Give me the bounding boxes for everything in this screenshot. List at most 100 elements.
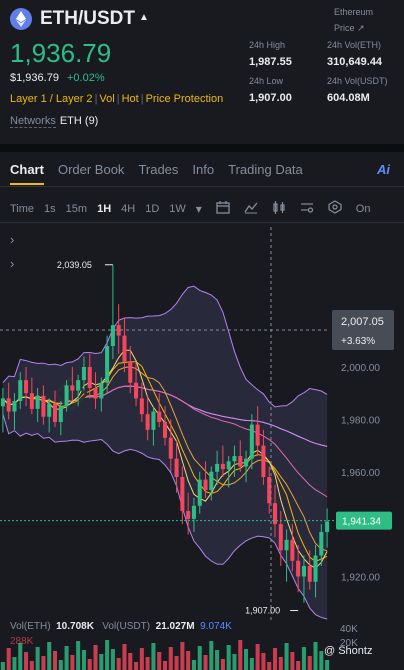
indicator-icon[interactable] <box>244 201 258 217</box>
interval-1s[interactable]: 1s <box>44 202 56 215</box>
interval-4h[interactable]: 4H <box>121 202 136 215</box>
interval-time[interactable]: Time <box>10 202 35 215</box>
volume-bar <box>122 644 127 670</box>
tab-info[interactable]: Info <box>192 162 215 177</box>
tag-hot[interactable]: Hot <box>121 93 139 105</box>
tab-chart[interactable]: Chart <box>10 162 44 185</box>
stat-vol-quote-label: 24h Vol(USDT) <box>327 76 388 86</box>
volume-bar <box>47 642 52 670</box>
volume-bar <box>76 641 81 670</box>
price-axis: 2,020.002,000.001,980.001,960.001,940.00… <box>341 311 380 584</box>
tag-layer[interactable]: Layer 1 / Layer 2 <box>10 93 93 105</box>
stat-low-label: 24h Low <box>249 76 284 86</box>
volume-bar <box>307 656 312 670</box>
volume-bar <box>215 650 220 670</box>
volume-bar <box>139 648 144 670</box>
interval-1w[interactable]: 1W <box>169 202 186 215</box>
candle-body <box>6 398 11 412</box>
stat-high-value: 1,987.55 <box>249 56 292 68</box>
volume-bar <box>12 657 17 670</box>
candle-body <box>139 398 144 415</box>
candle-body <box>203 479 208 491</box>
volume-bar <box>278 657 283 670</box>
candle-body <box>255 424 260 446</box>
tab-order-book[interactable]: Order Book <box>57 162 125 177</box>
volume-bar <box>290 652 295 670</box>
volume-bar <box>296 661 301 670</box>
volume-bar <box>249 658 254 670</box>
vol-quote-value: 21.027M <box>155 621 195 632</box>
candle-body <box>174 458 179 477</box>
volume-bar <box>325 660 330 670</box>
tag-vol[interactable]: Vol <box>99 93 115 105</box>
tab-trades[interactable]: Trades <box>138 162 179 177</box>
toolbar-divider <box>0 222 404 223</box>
interval-1h[interactable]: 1H <box>97 202 112 215</box>
interval-toolbar: Time 1s 15m 1H 4H 1D 1W ▾ On <box>10 200 380 217</box>
volume-bar <box>93 645 98 670</box>
price-chart[interactable]: 2,020.002,000.001,980.001,960.001,940.00… <box>0 223 404 621</box>
networks-row[interactable]: Networks ETH (9) <box>10 115 98 128</box>
candle-body <box>64 385 69 407</box>
tag-price-protection[interactable]: Price Protection <box>145 93 224 105</box>
candle-body <box>87 367 92 388</box>
crosshair-price-box <box>332 310 394 350</box>
volume-bar <box>197 646 202 670</box>
candle-body <box>168 437 173 459</box>
stat-vol-base-label: 24h Vol(ETH) <box>327 40 382 50</box>
volume-bar <box>116 658 121 670</box>
depth-icon[interactable] <box>328 200 342 217</box>
candle-body <box>244 458 249 467</box>
chevron-right-icon[interactable]: › <box>10 256 15 271</box>
candle-body <box>12 401 17 412</box>
candle-body <box>47 403 52 417</box>
caret-up-icon[interactable]: ▲ <box>139 12 149 23</box>
volume-bar <box>186 651 191 670</box>
candle-body <box>58 406 63 422</box>
candle-body <box>238 456 243 467</box>
ethereum-logo-icon <box>10 8 32 30</box>
settings-icon[interactable] <box>300 201 314 217</box>
candle-body <box>313 555 318 582</box>
calendar-icon[interactable] <box>216 200 230 217</box>
bollinger-fill <box>2 286 328 620</box>
candle-body <box>290 539 295 561</box>
candle-body <box>70 385 75 391</box>
networks-label: Networks <box>10 115 56 128</box>
volume-bar <box>162 661 168 670</box>
last-price-usd: $1,936.79 <box>10 72 59 84</box>
candle-body <box>151 411 156 430</box>
volume-bar <box>6 648 11 670</box>
candle-body <box>220 463 225 470</box>
candle-body <box>157 411 162 422</box>
chevron-right-icon[interactable]: › <box>10 232 15 247</box>
tab-trading-data[interactable]: Trading Data <box>228 162 303 177</box>
price-axis-tick: 1,960.00 <box>341 468 380 479</box>
ai-button[interactable]: Ai <box>377 162 390 177</box>
volume-bar <box>301 647 306 670</box>
candle-body <box>249 424 254 459</box>
price-axis-tick: 2,000.00 <box>341 363 380 374</box>
candle-body <box>41 395 46 417</box>
pair-title[interactable]: ETH/USDT <box>40 8 135 29</box>
candle-body <box>76 380 81 391</box>
candle-body <box>272 503 278 525</box>
volume-bar <box>313 642 318 670</box>
candle-body <box>180 476 185 512</box>
dropdown-icon[interactable]: ▾ <box>195 201 202 216</box>
volume-bar <box>81 650 86 670</box>
interval-1d[interactable]: 1D <box>145 202 160 215</box>
interval-15m[interactable]: 15m <box>65 202 88 215</box>
coin-info-link[interactable]: Ethereum Price ↗ <box>334 4 400 36</box>
volume-bar <box>261 653 266 670</box>
volume-bar <box>238 640 243 670</box>
candle-body <box>278 524 283 551</box>
more-options[interactable]: On <box>355 202 371 215</box>
crosshair-price: 2,007.05 <box>341 316 384 328</box>
candle-body <box>93 387 98 399</box>
last-price: 1,936.79 <box>10 38 112 68</box>
candle-type-icon[interactable] <box>272 200 286 217</box>
candle-body <box>116 325 121 336</box>
volume-bar <box>145 657 150 670</box>
current-price-box <box>336 511 392 530</box>
